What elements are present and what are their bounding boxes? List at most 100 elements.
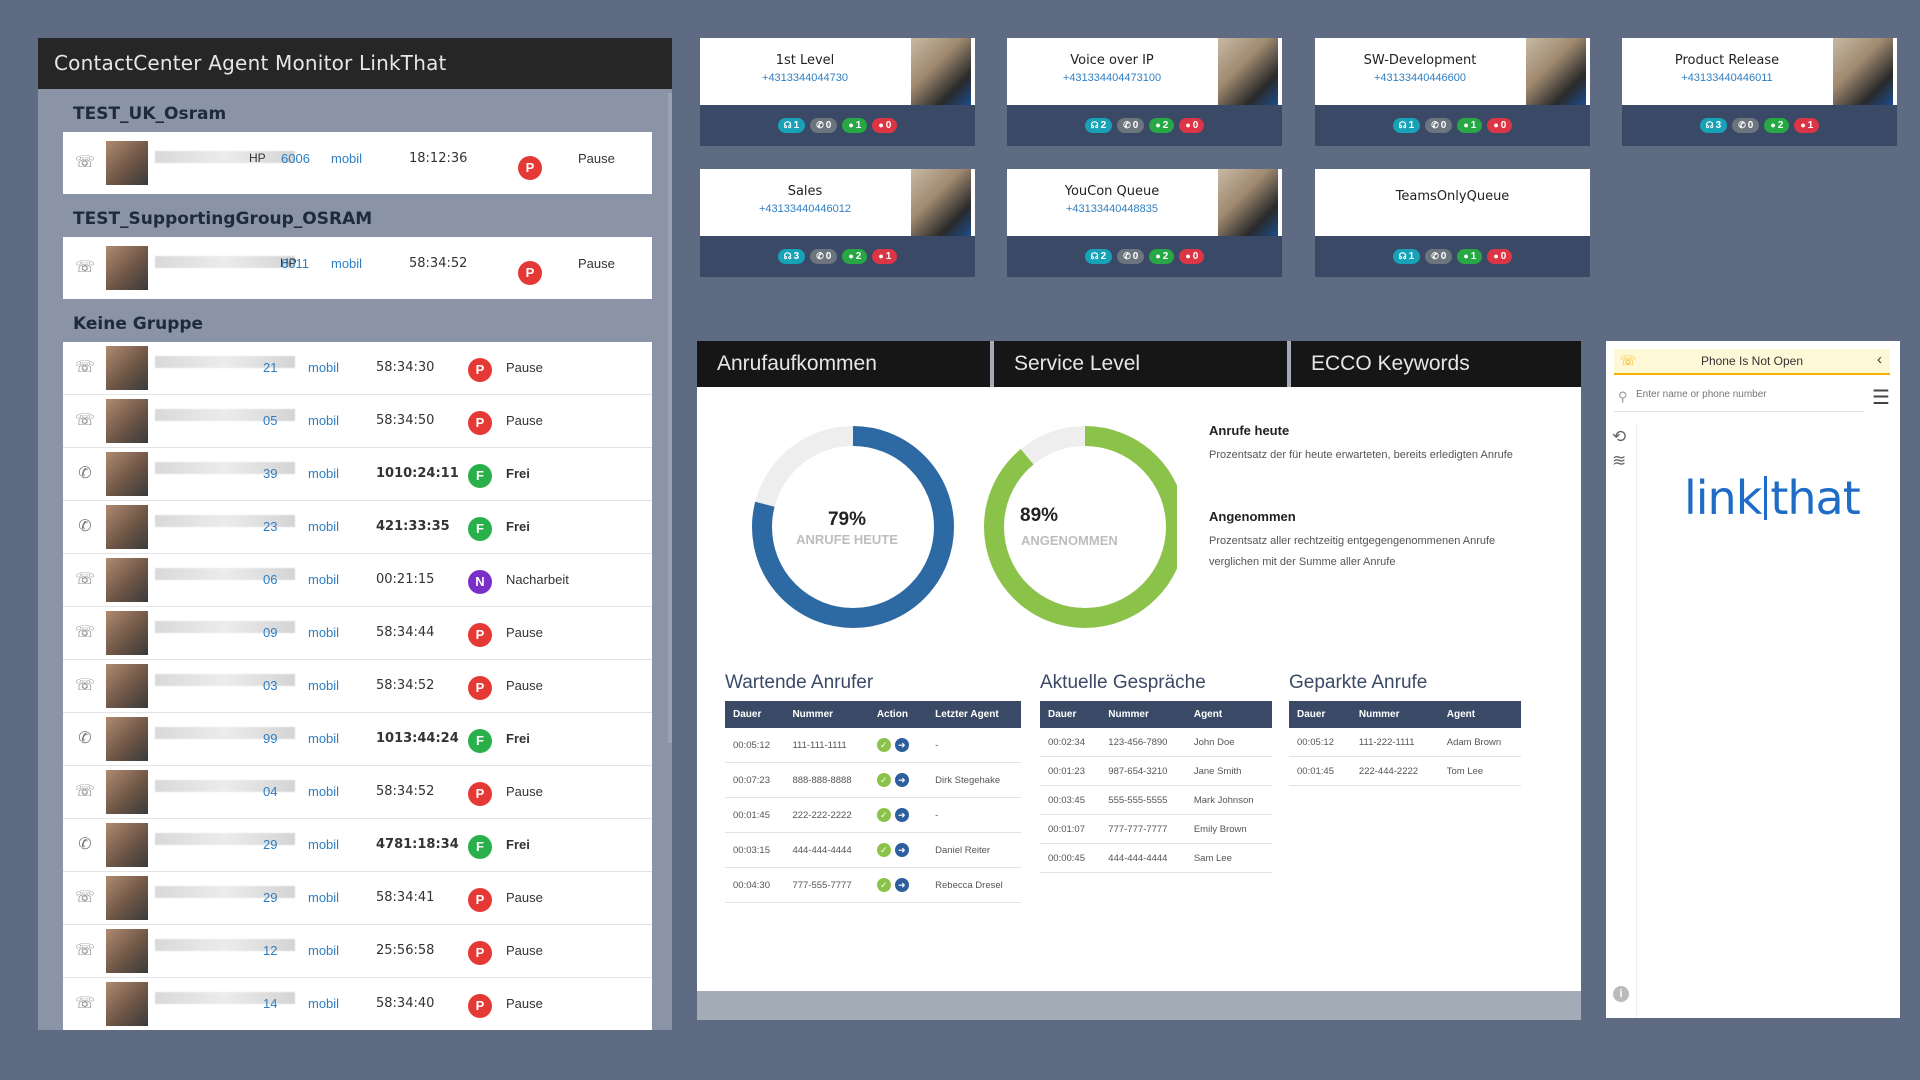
accept-call-icon[interactable]: ✓	[876, 878, 891, 892]
panel-scrollbar[interactable]	[668, 93, 672, 743]
agent-row[interactable]: ☏ 12 mobil 25:56:58 P Pause	[63, 925, 652, 978]
queue-card[interactable]: Product Release +43133440446011 ☊ 3 ✆ 0 ● 2 ● 1	[1622, 38, 1897, 146]
parked-calls-table: Dauer Nummer Agent 00:05:12 111-222-1111 Adam…	[1289, 701, 1521, 786]
agent-row[interactable]: ✆ 23 mobil 421:33:35 F Frei	[63, 501, 652, 554]
agent-mobile-link[interactable]: mobil	[308, 678, 340, 693]
agent-extension[interactable]: 12	[263, 943, 278, 958]
agent-mobile-link[interactable]: mobil	[308, 466, 340, 481]
cell-number: 777-555-7777	[784, 867, 869, 903]
layers-icon[interactable]: ≋	[1612, 451, 1627, 470]
table-row[interactable]: 00:02:34 123-456-7890 John Doe	[1040, 728, 1272, 757]
queue-card[interactable]: Voice over IP +431334404473100 ☊ 2 ✆ 0 ● 2 ● 0	[1007, 38, 1282, 146]
agent-mobile-link[interactable]: mobil	[331, 151, 363, 166]
menu-icon[interactable]: ☰	[1872, 387, 1890, 409]
queue-number[interactable]: +43133440446012	[758, 203, 852, 215]
agent-row[interactable]: ☏ 09 mobil 58:34:44 P Pause	[63, 607, 652, 660]
agent-extension[interactable]: 29	[263, 837, 278, 852]
agent-mobile-link[interactable]: mobil	[308, 360, 340, 375]
agent-extension[interactable]: 39	[263, 466, 278, 481]
table-row[interactable]: 00:01:45 222-222-2222 ✓ ➜ -	[725, 797, 1021, 833]
agents-busy-count: 0	[1500, 251, 1507, 262]
table-row[interactable]: 00:01:23 987-654-3210 Jane Smith	[1040, 756, 1272, 786]
agent-row[interactable]: ☏ HP 6006 mobil 18:12:36 P Pause	[63, 132, 652, 194]
agent-row[interactable]: ☏ HP 6011 mobil 58:34:52 P Pause	[63, 237, 652, 299]
agent-mobile-link[interactable]: mobil	[308, 996, 340, 1011]
agent-extension[interactable]: 14	[263, 996, 278, 1011]
forward-call-icon[interactable]: ➜	[894, 738, 909, 752]
agent-extension[interactable]: 6011	[281, 256, 309, 271]
agent-row[interactable]: ✆ 99 mobil 1013:44:24 F Frei	[63, 713, 652, 766]
table-row[interactable]: 00:03:45 555-555-5555 Mark Johnson	[1040, 785, 1272, 815]
table-row[interactable]: 00:01:07 777-777-7777 Emily Brown	[1040, 814, 1272, 844]
desk-phone-icon: ☏	[75, 783, 96, 800]
queue-card[interactable]: YouCon Queue +43133440448835 ☊ 2 ✆ 0 ● 2 ● 0	[1007, 169, 1282, 277]
agent-mobile-link[interactable]: mobil	[308, 625, 340, 640]
agent-extension[interactable]: 29	[263, 890, 278, 905]
agent-mobile-link[interactable]: mobil	[331, 256, 363, 271]
agent-mobile-link[interactable]: mobil	[308, 519, 340, 534]
queue-number[interactable]: +431334404473100	[1062, 72, 1162, 84]
table-row[interactable]: 00:03:15 444-444-4444 ✓ ➜ Daniel Reiter	[725, 832, 1021, 868]
agent-mobile-link[interactable]: mobil	[308, 837, 340, 852]
active-calls-count: 0	[825, 251, 832, 262]
forward-call-icon[interactable]: ➜	[894, 878, 909, 892]
forward-call-icon[interactable]: ➜	[894, 808, 909, 822]
accept-call-icon[interactable]: ✓	[876, 738, 891, 752]
accept-call-icon[interactable]: ✓	[876, 773, 891, 787]
search-input[interactable]	[1634, 388, 1858, 401]
agent-extension[interactable]: 04	[263, 784, 278, 799]
forward-call-icon[interactable]: ➜	[894, 843, 909, 857]
queue-number[interactable]: +43133440446011	[1681, 72, 1773, 84]
phone-status-bar[interactable]: ☏ Phone Is Not Open ‹	[1614, 349, 1890, 375]
agent-row[interactable]: ☏ 04 mobil 58:34:52 P Pause	[63, 766, 652, 819]
agent-mobile-link[interactable]: mobil	[308, 943, 340, 958]
table-row[interactable]: 00:01:45 222-444-2222 Tom Lee	[1289, 756, 1521, 786]
queue-card[interactable]: SW-Development +43133440446600 ☊ 1 ✆ 0 ● 1 ● 0	[1315, 38, 1590, 146]
agent-row[interactable]: ☏ 06 mobil 00:21:15 N Nacharbeit	[63, 554, 652, 607]
queue-name: Sales	[787, 184, 823, 199]
agent-mobile-link[interactable]: mobil	[308, 890, 340, 905]
queue-card[interactable]: Sales +43133440446012 ☊ 3 ✆ 0 ● 2 ● 1	[700, 169, 975, 277]
tab-ecco-keywords[interactable]: ECCO Keywords	[1291, 341, 1581, 387]
agent-mobile-link[interactable]: mobil	[308, 731, 340, 746]
table-row[interactable]: 00:07:23 888-888-8888 ✓ ➜ Dirk Stegehake	[725, 762, 1021, 798]
agent-extension[interactable]: 09	[263, 625, 278, 640]
agent-row[interactable]: ☏ 14 mobil 58:34:40 P Pause	[63, 978, 652, 1030]
accept-call-icon[interactable]: ✓	[876, 808, 891, 822]
agent-row[interactable]: ☏ 29 mobil 58:34:41 P Pause	[63, 872, 652, 925]
info-icon[interactable]: i	[1613, 986, 1629, 1002]
agent-extension[interactable]: 23	[263, 519, 278, 534]
agent-status-time: 25:56:58	[376, 943, 435, 958]
agent-row[interactable]: ✆ 29 mobil 4781:18:34 F Frei	[63, 819, 652, 872]
history-icon[interactable]: ⟲	[1612, 427, 1627, 446]
avatar	[106, 346, 148, 390]
agent-extension[interactable]: 6006	[281, 151, 310, 166]
agent-mobile-link[interactable]: mobil	[308, 413, 340, 428]
agent-row[interactable]: ☏ 05 mobil 58:34:50 P Pause	[63, 395, 652, 448]
table-row[interactable]: 00:04:30 777-555-7777 ✓ ➜ Rebecca Dresel	[725, 867, 1021, 903]
agent-extension[interactable]: 06	[263, 572, 278, 587]
queue-number[interactable]: +43133440448835	[1065, 203, 1159, 215]
phone-search[interactable]: ⚲	[1614, 383, 1864, 412]
table-row[interactable]: 00:05:12 111-111-1111 ✓ ➜ -	[725, 728, 1021, 763]
tab-service-level[interactable]: Service Level	[994, 341, 1287, 387]
agent-extension[interactable]: 03	[263, 678, 278, 693]
queue-number[interactable]: +4313344044730	[762, 72, 848, 84]
queue-number[interactable]: +43133440446600	[1373, 72, 1467, 84]
collapse-chevron-icon[interactable]: ‹	[1877, 351, 1882, 368]
tab-anrufaufkommen[interactable]: Anrufaufkommen	[697, 341, 990, 387]
agent-row[interactable]: ✆ 39 mobil 1010:24:11 F Frei	[63, 448, 652, 501]
agent-row[interactable]: ☏ 03 mobil 58:34:52 P Pause	[63, 660, 652, 713]
queue-card[interactable]: TeamsOnlyQueue ☊ 1 ✆ 0 ● 1 ● 0	[1315, 169, 1590, 277]
agent-extension[interactable]: 99	[263, 731, 278, 746]
agent-mobile-link[interactable]: mobil	[308, 784, 340, 799]
agent-extension[interactable]: 21	[263, 360, 278, 375]
agent-mobile-link[interactable]: mobil	[308, 572, 340, 587]
agent-row[interactable]: ☏ 21 mobil 58:34:30 P Pause	[63, 342, 652, 395]
queue-card[interactable]: 1st Level +4313344044730 ☊ 1 ✆ 0 ● 1 ● 0	[700, 38, 975, 146]
agent-extension[interactable]: 05	[263, 413, 278, 428]
table-row[interactable]: 00:05:12 111-222-1111 Adam Brown	[1289, 728, 1521, 757]
accept-call-icon[interactable]: ✓	[876, 843, 891, 857]
forward-call-icon[interactable]: ➜	[894, 773, 909, 787]
table-row[interactable]: 00:00:45 444-444-4444 Sam Lee	[1040, 843, 1272, 873]
